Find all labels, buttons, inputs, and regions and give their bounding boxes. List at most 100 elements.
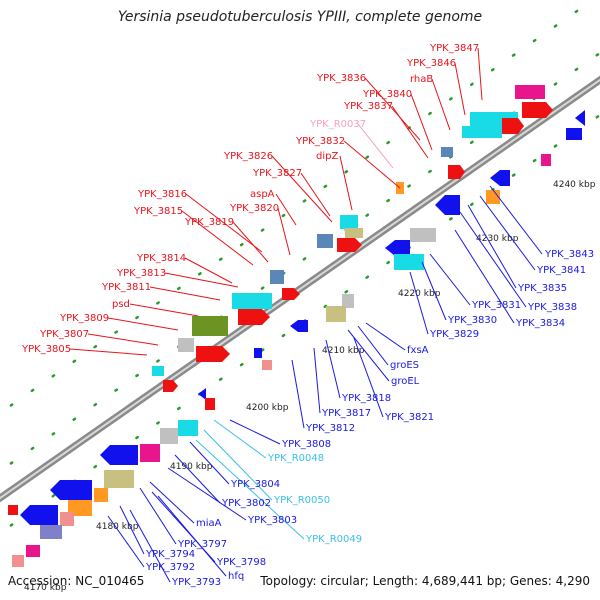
gene-arrow	[282, 288, 300, 300]
gene-label: dipZ	[316, 151, 338, 162]
leader-line	[454, 62, 466, 116]
gene-label: YPK_3846	[406, 58, 456, 69]
gene-label: YPK_3815	[133, 206, 183, 217]
leader-line	[291, 359, 305, 429]
gene-label: YPK_3837	[343, 101, 393, 112]
gene-block	[232, 293, 272, 309]
leader-line	[275, 193, 297, 226]
gene-label: groEL	[391, 376, 420, 387]
gene-label: YPK_3794	[145, 549, 195, 560]
gene-label: YPK_3813	[116, 268, 166, 279]
summary-text: Topology: circular; Length: 4,689,441 bp…	[260, 574, 590, 588]
leader-line	[87, 333, 159, 346]
gene-block	[205, 398, 215, 410]
leader-line	[184, 257, 233, 284]
leader-line	[129, 303, 199, 317]
gene-arrow	[100, 445, 138, 465]
kbp-ticks: 4170 kbp 4180 kbp 4190 kbp 4200 kbp 4210 kbp…	[24, 180, 596, 593]
gene-label: YPK_3816	[137, 189, 187, 200]
leader-line	[167, 467, 247, 521]
gene-label: YPK_3829	[429, 329, 479, 340]
gene-label: YPK_3827	[252, 168, 302, 179]
kbp-tick-label: 4170 kbp	[24, 583, 67, 593]
leader-line	[431, 78, 451, 131]
gene-label: YPK_3843	[544, 249, 594, 260]
leader-line	[467, 204, 517, 289]
gene-label: YPK_R0037	[309, 119, 366, 130]
gene-arrow	[238, 309, 270, 325]
leader-line	[489, 185, 543, 255]
gene-label: fxsA	[407, 345, 429, 356]
gene-block	[152, 366, 164, 376]
kbp-tick-label: 4230 kbp	[476, 234, 519, 244]
gene-arrow	[337, 238, 362, 252]
gene-block	[394, 254, 424, 270]
gene-label: YPK_3807	[39, 329, 89, 340]
gene-arrow	[163, 380, 178, 392]
map-title: Yersinia pseudotuberculosis YPIII, compl…	[117, 9, 483, 25]
leader-line	[203, 429, 273, 501]
leader-line	[365, 322, 406, 351]
kbp-tick-label: 4220 kbp	[398, 289, 441, 299]
kbp-tick-label: 4210 kbp	[322, 346, 365, 356]
leader-line	[213, 419, 267, 459]
leader-line	[339, 155, 353, 211]
gene-block	[462, 126, 502, 138]
leader-line	[107, 317, 179, 331]
gene-label: YPK_3840	[362, 89, 412, 100]
leader-line	[357, 123, 394, 169]
accession-text: Accession: NC_010465	[8, 574, 145, 588]
gene-block	[192, 316, 228, 336]
gene-arrow	[448, 165, 465, 179]
gene-block	[94, 488, 108, 502]
gene-block	[40, 525, 62, 539]
gene-label: YPK_3836	[316, 73, 366, 84]
gene-arrow	[490, 170, 510, 186]
gene-label: YPK_3814	[136, 253, 186, 264]
gene-block	[486, 190, 500, 204]
leader-line	[477, 47, 483, 101]
gene-label: YPK_3834	[515, 318, 565, 329]
leader-line	[229, 419, 281, 445]
gene-label: YPK_3819	[184, 217, 234, 228]
genome-backbone	[0, 75, 600, 503]
kbp-tick-label: 4200 kbp	[246, 403, 289, 413]
gene-label: YPK_R0050	[273, 495, 330, 506]
gene-block	[262, 360, 272, 370]
leader-line	[107, 515, 145, 568]
leader-line	[479, 195, 536, 271]
gene-label: groES	[390, 360, 419, 371]
gene-label: miaA	[196, 518, 222, 529]
gene-arrow	[196, 346, 230, 362]
gene-label: YPK_3802	[221, 498, 271, 509]
leader-line	[459, 211, 527, 308]
label-leader-lines	[69, 47, 543, 583]
gene-label: YPK_3835	[517, 283, 567, 294]
gene-label: YPK_3812	[305, 423, 355, 434]
leader-line	[410, 93, 433, 151]
gene-label: YPK_3803	[247, 515, 297, 526]
gene-arrow	[435, 195, 460, 215]
gene-block	[541, 154, 551, 166]
gene-label: YPK_3805	[21, 344, 71, 355]
leader-line	[347, 329, 390, 382]
gene-arrow	[20, 505, 58, 525]
leader-line	[181, 210, 254, 266]
leader-line	[185, 193, 263, 253]
leader-line	[364, 77, 421, 141]
leader-line	[421, 261, 447, 321]
gene-features	[8, 85, 585, 567]
leader-line	[189, 441, 230, 485]
gene-arrow	[198, 388, 206, 400]
gene-label: YPK_3821	[384, 412, 434, 423]
leader-line	[195, 439, 305, 540]
gene-label: hfq	[228, 571, 244, 582]
gene-label: YPK_3817	[321, 408, 371, 419]
gene-label: YPK_3838	[527, 302, 577, 313]
gene-label: YPK_3818	[341, 393, 391, 404]
gene-labels: YPK_3847YPK_3846rhaBYPK_3836YPK_3840YPK_…	[21, 43, 594, 588]
gene-label: YPK_3841	[536, 265, 586, 276]
gene-label: YPK_3831	[471, 300, 521, 311]
